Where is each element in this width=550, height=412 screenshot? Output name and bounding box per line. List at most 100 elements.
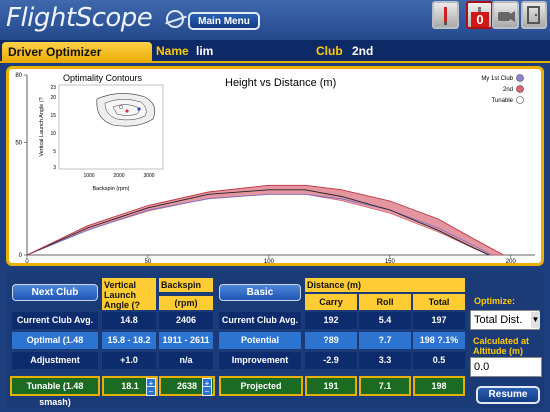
header-backspin-unit: (rpm) xyxy=(159,296,213,310)
band-2nd-club xyxy=(26,185,504,256)
x-tick-label: 200 xyxy=(506,259,517,263)
potential-total: 198 ?.1% xyxy=(413,332,465,349)
launch-angle-decrease-button[interactable]: − xyxy=(146,386,156,396)
optimal-backspin: 1911 - 2611 xyxy=(159,332,213,349)
projected-carry: 191 xyxy=(305,376,357,396)
chevron-down-icon[interactable]: ▼ xyxy=(531,312,540,328)
shot-count: 0 xyxy=(471,12,489,27)
series-line-1st-club xyxy=(26,193,492,256)
inset-xtick: 1000 xyxy=(83,173,94,179)
name-label: Name xyxy=(156,44,189,58)
y-tick-label: 0 xyxy=(19,253,23,259)
x-tick-label: 50 xyxy=(145,259,152,263)
current-carry: 192 xyxy=(305,312,357,329)
x-tick-label: 0 xyxy=(25,259,29,263)
contour-inner xyxy=(112,104,140,116)
optimize-select[interactable]: Total Dist. xyxy=(470,310,540,330)
x-tick-label: 150 xyxy=(385,259,396,263)
tunable-backspin-value[interactable]: 2638 xyxy=(159,376,215,396)
club-value: 2nd xyxy=(352,44,374,58)
logo-swoosh-icon xyxy=(166,10,184,28)
inset-ytick: 5 xyxy=(53,149,56,155)
projected-label: Projected xyxy=(219,376,303,396)
legend-label-3: Tunable xyxy=(492,98,514,104)
camera-icon xyxy=(498,11,515,22)
inset-xtick: 3000 xyxy=(143,173,154,179)
y-tick-label: 80 xyxy=(15,73,22,79)
legend-label-1: My 1st Club xyxy=(481,76,513,82)
current-backspin: 2406 xyxy=(159,312,213,329)
improvement-carry: -2.9 xyxy=(305,352,357,369)
app-logo: FlightScope xyxy=(6,3,153,33)
legend-swatch-3 xyxy=(516,96,524,104)
legend-swatch-1 xyxy=(516,74,524,82)
potential-roll: ?.7 xyxy=(359,332,411,349)
legend-label-2: 2nd xyxy=(503,87,513,93)
row-label-current: Current Club Avg. xyxy=(12,312,98,329)
exit-button[interactable] xyxy=(521,1,547,29)
counter-button[interactable]: 0 xyxy=(466,1,493,29)
inset-xtick: 2000 xyxy=(113,173,124,179)
row-label-potential: Potential xyxy=(219,332,301,349)
adjustment-launch-angle: +1.0 xyxy=(102,352,156,369)
inset-point-1st xyxy=(137,107,141,111)
door-exit-icon xyxy=(527,6,540,24)
row-label-adjustment: Adjustment xyxy=(12,352,98,369)
main-menu-button[interactable]: Main Menu xyxy=(188,12,260,30)
header-roll: Roll xyxy=(359,294,411,310)
row-label-current-dist: Current Club Avg. xyxy=(219,312,301,329)
inset-ytick: 15 xyxy=(50,113,56,119)
adjustment-backspin: n/a xyxy=(159,352,213,369)
tunable-label: Tunable (1.48 smash) xyxy=(10,376,100,407)
trajectory-chart: Height vs Distance (m) My 1st Club 2nd T… xyxy=(6,66,544,266)
header-total: Total xyxy=(413,294,465,310)
mode-tab[interactable]: Driver Optimizer xyxy=(2,42,152,63)
inset-point-tunable xyxy=(119,105,123,109)
tunable-launch-angle-value[interactable]: 18.1 xyxy=(102,376,158,396)
resume-button[interactable]: Resume xyxy=(476,386,540,404)
altitude-label: Calculated at Altitude (m) xyxy=(473,336,530,356)
header-backspin: Backspin xyxy=(159,278,213,292)
improvement-total: 0.5 xyxy=(413,352,465,369)
camera-button[interactable] xyxy=(492,1,519,29)
inset-ytick: 20 xyxy=(50,95,56,101)
row-label-optimal: Optimal (1.48 smash) xyxy=(12,332,98,362)
basic-button[interactable]: Basic xyxy=(219,284,301,301)
current-launch-angle: 14.8 xyxy=(102,312,156,329)
contour-mid xyxy=(104,99,147,121)
inset-point-2nd xyxy=(125,109,129,113)
current-total: 197 xyxy=(413,312,465,329)
inset-xlabel: Backspin (rpm) xyxy=(93,186,130,192)
potential-carry: ?89 xyxy=(305,332,357,349)
row-label-improvement: Improvement xyxy=(219,352,301,369)
optimal-launch-angle: 15.8 - 18.2 xyxy=(102,332,156,349)
header-distance: Distance (m) xyxy=(305,278,465,292)
series-line-tunable xyxy=(26,189,490,256)
altitude-input[interactable]: 0.0 xyxy=(470,357,542,377)
y-tick-label: 50 xyxy=(15,141,22,147)
chart-title: Height vs Distance (m) xyxy=(225,77,336,89)
club-label: Club xyxy=(316,44,343,58)
tee-icon xyxy=(478,7,481,14)
current-roll: 5.4 xyxy=(359,312,411,329)
chart-legend: My 1st Club 2nd Tunable xyxy=(481,74,524,104)
inset-title: Optimality Contours xyxy=(63,73,143,83)
name-value: lim xyxy=(196,44,214,58)
optimality-contours-inset: Optimality Contours Vertical Launch Angl… xyxy=(39,73,164,192)
header-carry: Carry xyxy=(305,294,357,310)
inset-ylabel: Vertical Launch Angle (? xyxy=(39,97,45,156)
backspin-decrease-button[interactable]: − xyxy=(202,386,212,396)
projected-total: 198 xyxy=(413,376,465,396)
header-launch-angle: Vertical Launch Angle (? xyxy=(102,278,156,310)
improvement-roll: 3.3 xyxy=(359,352,411,369)
trajectory-plot: Height vs Distance (m) My 1st Club 2nd T… xyxy=(15,73,535,263)
series-line-2nd xyxy=(26,184,504,256)
marker-tool-button[interactable] xyxy=(432,1,459,29)
projected-roll: 7.1 xyxy=(359,376,411,396)
inset-ytick: 3 xyxy=(53,165,56,171)
next-club-button[interactable]: Next Club xyxy=(12,284,98,301)
legend-swatch-2 xyxy=(516,85,524,93)
inset-ytick: 10 xyxy=(50,131,56,137)
inset-ytick: 23 xyxy=(50,85,56,91)
